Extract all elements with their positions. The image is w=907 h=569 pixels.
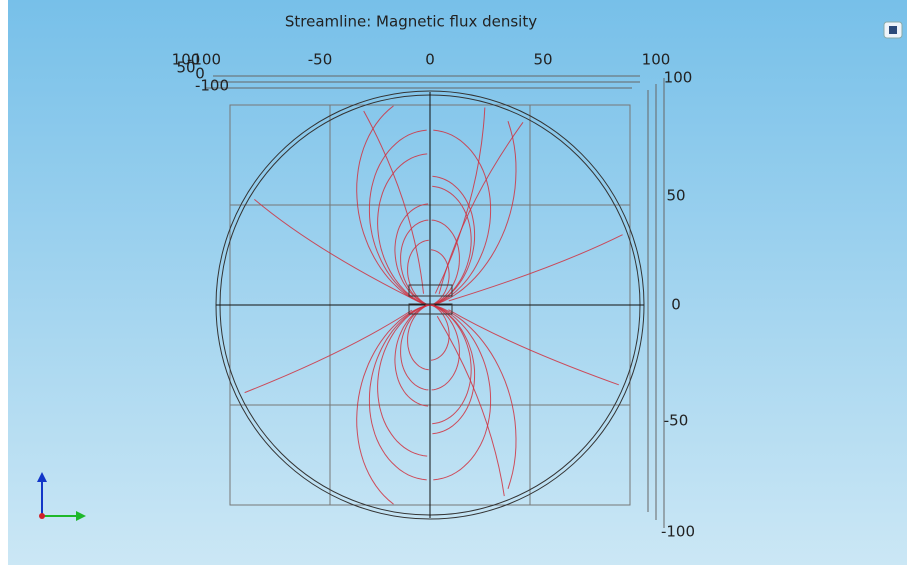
- tick-label: -50: [664, 412, 689, 430]
- viewport: [8, 0, 907, 565]
- tick-label: 100: [664, 69, 693, 87]
- icon[interactable]: [884, 22, 902, 38]
- plot-title: Streamline: Magnetic flux density: [285, 13, 537, 31]
- tick-label: 0: [425, 51, 435, 69]
- tick-label: 100: [642, 51, 671, 69]
- tick-label: -50: [308, 51, 333, 69]
- tick-label: 0: [671, 296, 681, 314]
- tick-label: 50: [176, 59, 195, 77]
- screenshot: Streamline: Magnetic flux density -50 0 …: [0, 0, 907, 569]
- tick-label: -100: [195, 77, 229, 95]
- tick-label: 50: [533, 51, 552, 69]
- tick-label: -100: [661, 523, 695, 541]
- tick-label: 50: [666, 187, 685, 205]
